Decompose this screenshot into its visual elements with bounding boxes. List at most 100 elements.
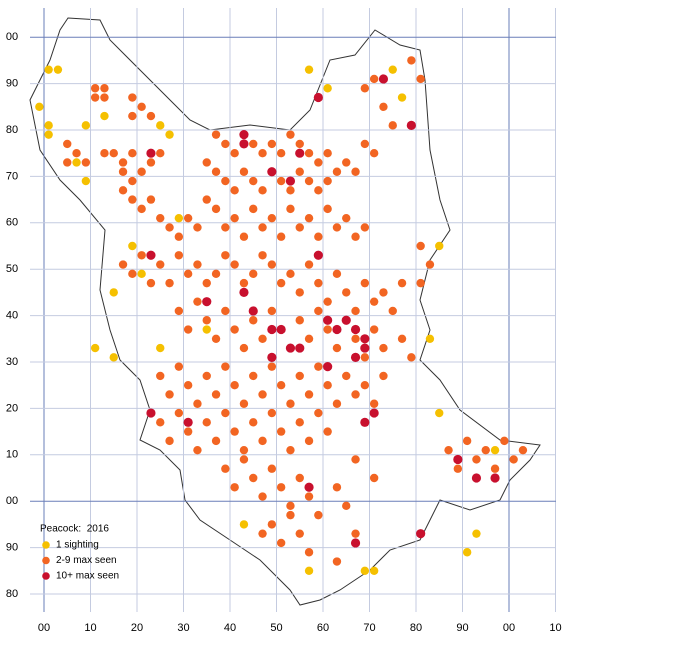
record-dot — [351, 306, 360, 316]
record-dot — [267, 260, 277, 269]
record-dot — [128, 195, 137, 204]
record-dot — [183, 325, 193, 334]
record-dot — [239, 520, 249, 529]
record-dot — [100, 111, 109, 121]
record-dot — [323, 427, 332, 436]
record-dot — [249, 176, 258, 186]
record-dot — [81, 176, 91, 186]
record-dot — [350, 352, 361, 362]
record-dot — [202, 278, 211, 288]
record-dot — [128, 111, 137, 121]
record-dot — [267, 213, 277, 223]
legend-swatch — [42, 556, 50, 565]
record-dot — [509, 455, 518, 464]
y-tick-label: 30 — [6, 356, 18, 368]
record-dot — [295, 371, 304, 381]
record-dot — [239, 130, 249, 140]
record-dot — [304, 65, 314, 74]
record-dot — [202, 297, 212, 307]
record-dot — [267, 139, 277, 149]
record-dot — [183, 381, 193, 390]
record-dot — [314, 278, 323, 288]
y-tick-label: 20 — [6, 402, 18, 414]
record-dot — [360, 334, 370, 344]
record-dot — [100, 84, 109, 93]
record-dot — [146, 278, 156, 288]
record-dot — [118, 158, 128, 167]
record-dot — [276, 278, 286, 288]
record-dot — [239, 167, 249, 176]
record-dot — [174, 232, 184, 241]
record-dot — [490, 445, 500, 455]
record-dot — [378, 74, 389, 84]
record-dot — [249, 371, 258, 381]
record-dot — [453, 464, 463, 473]
record-dot — [221, 306, 230, 316]
record-dot — [379, 343, 388, 353]
record-dot — [379, 102, 388, 112]
record-dot — [165, 223, 174, 232]
record-dot — [360, 381, 370, 390]
y-tick-label: 40 — [6, 310, 18, 322]
record-dot — [258, 334, 267, 343]
record-dot — [295, 529, 304, 538]
record-dot — [444, 445, 453, 455]
record-dot — [221, 176, 230, 186]
record-dot — [416, 241, 425, 251]
record-dot — [258, 492, 267, 501]
record-dot — [258, 251, 267, 260]
record-dot — [53, 65, 63, 74]
record-dot — [313, 250, 323, 260]
record-dot — [313, 92, 323, 103]
record-dot — [221, 362, 230, 371]
record-dot — [44, 121, 53, 130]
record-dot — [202, 195, 211, 204]
record-dot — [146, 250, 156, 260]
record-dot — [351, 167, 360, 176]
record-dot — [425, 260, 435, 269]
record-dot — [397, 278, 407, 288]
record-dot — [146, 111, 156, 121]
record-dot — [230, 325, 239, 334]
record-dot — [249, 418, 258, 427]
record-dot — [295, 139, 304, 149]
record-dot — [342, 158, 351, 167]
record-dot — [314, 362, 323, 371]
record-dot — [462, 548, 472, 557]
record-dot — [267, 464, 277, 473]
record-dot — [267, 520, 277, 529]
record-dot — [128, 149, 137, 158]
record-dot — [128, 176, 137, 186]
record-dot — [406, 120, 416, 130]
record-dot — [360, 84, 370, 93]
record-dot — [304, 149, 314, 158]
record-dot — [193, 297, 202, 306]
y-tick-label: 80 — [6, 588, 18, 600]
record-dot — [174, 408, 184, 418]
record-dot — [239, 399, 249, 408]
record-dot — [323, 381, 332, 390]
record-dot — [276, 427, 286, 436]
record-dot — [304, 390, 314, 399]
record-dot — [100, 93, 109, 102]
record-dot — [342, 288, 351, 297]
record-dot — [388, 65, 397, 74]
y-tick-label: 60 — [6, 217, 18, 229]
record-dot — [239, 343, 249, 353]
record-dot — [258, 436, 267, 446]
record-dot — [165, 130, 174, 139]
record-dot — [193, 223, 202, 232]
record-dot — [379, 371, 388, 381]
record-dot — [295, 288, 304, 297]
record-dot — [249, 204, 258, 214]
record-dot — [295, 148, 305, 158]
y-tick-label: 50 — [6, 263, 18, 275]
record-dot — [137, 204, 146, 214]
legend: Peacock: 2016 1 sighting 2-9 max seen 10+ … — [40, 524, 119, 582]
record-dot — [239, 455, 249, 464]
record-dot — [211, 390, 221, 399]
record-dot — [323, 297, 332, 306]
x-tick-label: 50 — [270, 622, 282, 634]
record-dot — [360, 139, 370, 149]
record-dot — [90, 343, 100, 353]
